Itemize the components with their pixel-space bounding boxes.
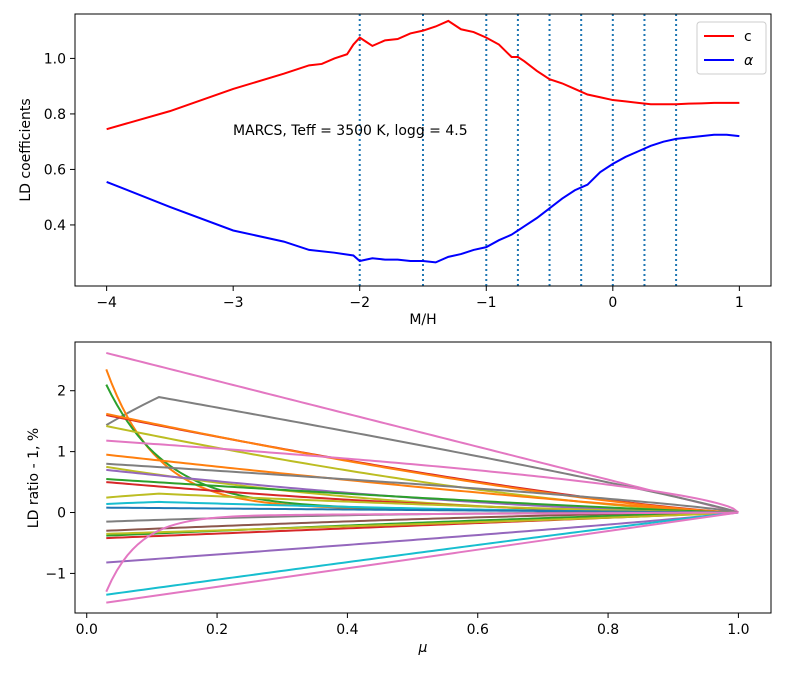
ld-ratio-series-25	[105, 511, 739, 593]
bottom-y-tick-label: 2	[57, 384, 66, 400]
ld-ratio-chart: 0.0 0.2 0.4 0.6 0.8 1.0 −1 0 1 2 μ LD ratio - 1, …	[26, 341, 772, 656]
ld-ratio-series-21	[106, 511, 739, 535]
top-y-tick-label: 1.0	[44, 51, 66, 67]
top-x-axis-label: M/H	[409, 312, 436, 328]
top-x-tick-label: 1	[735, 295, 744, 311]
top-x-tick-label: −1	[476, 295, 497, 311]
bottom-y-tick-label: −1	[45, 566, 66, 582]
legend-label-c: c	[744, 29, 752, 45]
top-legend: c α	[696, 21, 767, 75]
top-y-tick-label: 0.8	[44, 107, 66, 123]
top-ticks: −4 −3 −2 −1 0 1 0.4 0.6 0.8 1.0	[44, 51, 744, 311]
ld-ratio-series-0	[106, 351, 739, 514]
top-x-tick-label: −3	[223, 295, 244, 311]
ld-ratio-series-22	[106, 511, 739, 564]
bottom-x-tick-label: 0.2	[206, 622, 228, 638]
bottom-y-tick-label: 1	[57, 445, 66, 461]
bottom-x-tick-label: 0.6	[467, 622, 489, 638]
bottom-ticks: 0.0 0.2 0.4 0.6 0.8 1.0 −1 0 1 2	[45, 384, 749, 638]
bottom-x-tick-label: 0.4	[336, 622, 358, 638]
bottom-plot-area	[105, 351, 740, 604]
top-x-tick-label: −4	[96, 295, 117, 311]
top-annotation: MARCS, Teff = 3500 K, logg = 4.5	[233, 123, 468, 139]
ld-ratio-series-9	[106, 462, 739, 514]
ld-ratio-series-12	[106, 478, 739, 514]
ld-ratio-series-23	[106, 511, 739, 596]
ld-ratio-series-24	[106, 511, 739, 604]
legend-label-alpha: α	[744, 53, 754, 69]
ld-ratio-series-5	[106, 412, 739, 514]
bottom-y-tick-label: 0	[57, 506, 66, 522]
top-y-axis-label: LD coefficients	[18, 98, 34, 201]
bottom-x-tick-label: 0.8	[597, 622, 619, 638]
bottom-axes-frame	[74, 341, 772, 614]
top-x-tick-label: −2	[349, 295, 370, 311]
bottom-x-axis-label: μ	[418, 640, 428, 656]
legend-frame	[696, 21, 767, 75]
top-plot-area	[106, 14, 740, 286]
ld-ratio-series-8	[106, 453, 739, 514]
top-x-tick-label: 0	[608, 295, 617, 311]
bottom-y-axis-label: LD ratio - 1, %	[26, 428, 42, 528]
bottom-x-tick-label: 0.0	[76, 622, 98, 638]
ld-coefficients-chart: −4 −3 −2 −1 0 1 0.4 0.6 0.8 1.0 MARCS, Teff = 350…	[18, 13, 772, 328]
top-y-tick-label: 0.4	[44, 218, 66, 234]
top-y-tick-label: 0.6	[44, 162, 66, 178]
series-line-c	[106, 19, 740, 131]
bottom-x-tick-label: 1.0	[727, 622, 749, 638]
ld-ratio-series-7	[106, 439, 740, 514]
top-axes-frame	[74, 13, 772, 287]
series-line-alpha	[106, 133, 740, 264]
